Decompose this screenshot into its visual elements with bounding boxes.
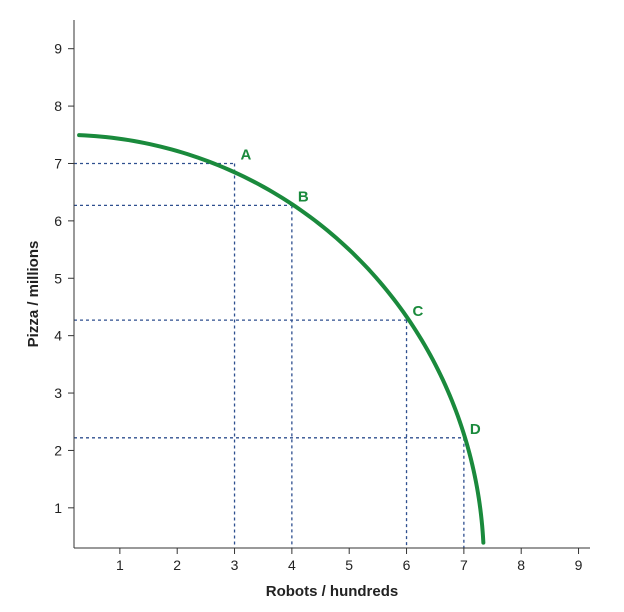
y-axis-title: Pizza / millions [25,241,42,348]
guide-lines [74,162,465,548]
y-tick-label: 4 [54,328,62,344]
point-label-d: D [470,421,481,438]
x-tick-label: 3 [231,557,239,573]
point-label-c: C [413,303,424,320]
x-tick-label: 7 [460,557,468,573]
x-axis-ticks: 1 2 3 4 5 6 7 8 9 [116,548,583,573]
axes [73,20,590,549]
x-tick-label: 9 [575,557,583,573]
x-axis-title: Robots / hundreds [266,583,399,600]
y-tick-label: 1 [54,500,62,516]
y-tick-label: 3 [54,385,62,401]
y-tick-label: 8 [54,98,62,114]
x-tick-label: 5 [345,557,353,573]
ppf-curve [77,133,486,545]
y-tick-label: 7 [54,155,62,171]
x-tick-label: 2 [173,557,181,573]
y-tick-label: 6 [54,213,62,229]
y-tick-label: 9 [54,41,62,57]
point-label-a: A [241,146,252,163]
x-tick-label: 4 [288,557,296,573]
y-axis-ticks: 1 2 3 4 5 6 7 8 9 [54,41,74,516]
x-tick-label: 1 [116,557,124,573]
point-labels: A B C D [241,146,481,437]
y-tick-label: 2 [54,442,62,458]
y-tick-label: 5 [54,270,62,286]
x-tick-label: 8 [517,557,525,573]
point-label-b: B [298,188,309,205]
x-tick-label: 6 [403,557,411,573]
